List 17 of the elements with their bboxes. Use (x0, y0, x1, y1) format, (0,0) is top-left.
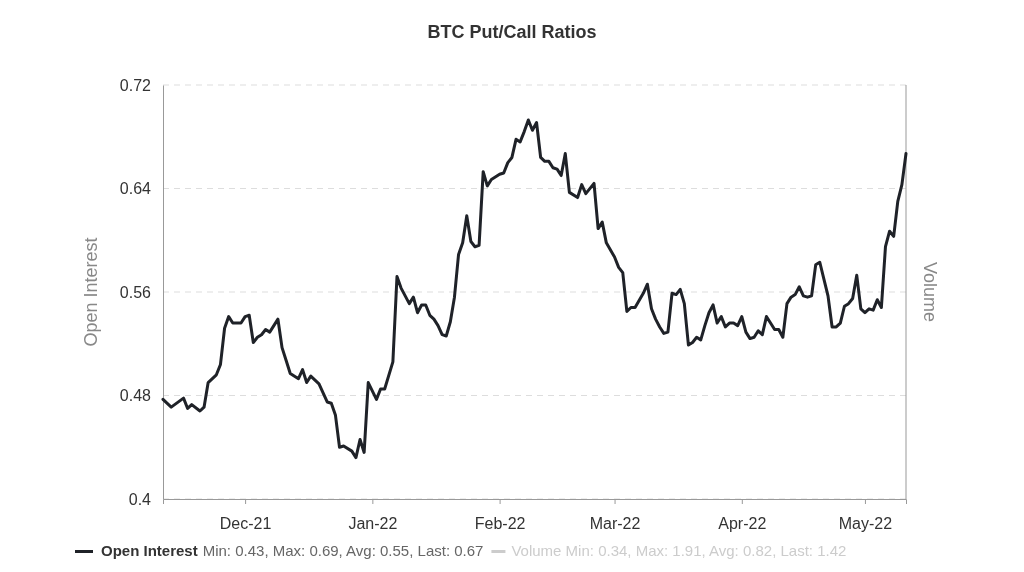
line-series (161, 118, 908, 460)
chart-title: BTC Put/Call Ratios (427, 22, 597, 42)
x-tick-label: Dec-21 (219, 515, 272, 533)
x-tick-label: Mar-22 (589, 515, 641, 533)
y-tick-label: 0.72 (119, 76, 152, 94)
y2-axis-title: Volume (920, 261, 940, 323)
y-tick-label: 0.56 (119, 283, 152, 301)
x-tick-label: Jan-22 (348, 515, 398, 533)
y-tick-label: 0.4 (128, 490, 152, 508)
x-tick-label: May-22 (838, 515, 893, 533)
x-tick-label: Feb-22 (474, 515, 526, 533)
legend-label: Open Interest (101, 542, 198, 559)
y-tick-label: 0.48 (119, 387, 152, 405)
y-axis-title: Open Interest (81, 237, 101, 347)
text: Min: 0.43, Max: 0.69, Avg: 0.55, Last: 0.67 (202, 542, 484, 559)
y-tick-label: 0.64 (119, 180, 152, 198)
x-tick-label: Apr-22 (718, 515, 767, 533)
